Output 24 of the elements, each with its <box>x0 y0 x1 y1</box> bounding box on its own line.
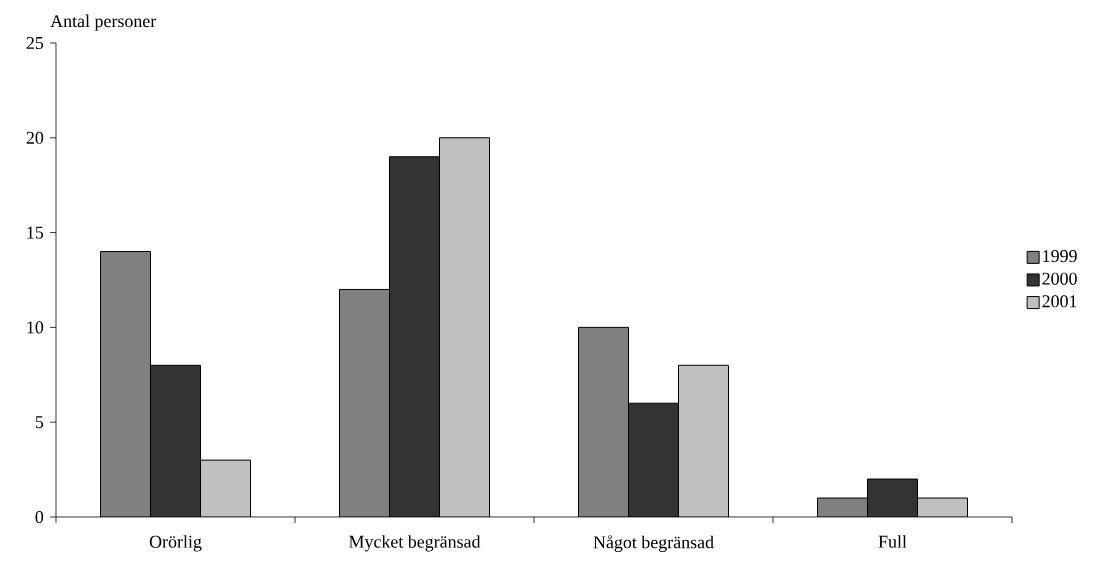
legend-label: 2001 <box>1042 295 1077 308</box>
y-tick-label: 0 <box>35 510 44 524</box>
x-tick-label: Mycket begränsad <box>349 535 481 552</box>
bar <box>100 251 151 517</box>
bar <box>389 156 440 517</box>
y-tick-label: 25 <box>26 36 44 50</box>
bar <box>628 403 679 517</box>
y-axis-title: Antal personer <box>50 14 157 31</box>
bar <box>578 327 629 517</box>
bar <box>150 365 201 517</box>
legend-label: 2000 <box>1042 272 1077 285</box>
y-tick-label: 10 <box>27 321 44 334</box>
x-tick-label: Orörlig <box>149 535 202 552</box>
bar <box>200 460 251 517</box>
y-tick-label: 5 <box>35 416 44 429</box>
y-tick-label: 20 <box>26 131 44 144</box>
bar <box>678 365 729 517</box>
x-tick-label: Något begränsad <box>593 535 714 553</box>
x-tick-label: Full <box>878 535 907 548</box>
y-tick-label: 15 <box>27 226 44 239</box>
legend-label: 1999 <box>1043 250 1077 263</box>
bar <box>439 137 490 517</box>
bar <box>867 478 919 517</box>
bar <box>339 289 390 517</box>
